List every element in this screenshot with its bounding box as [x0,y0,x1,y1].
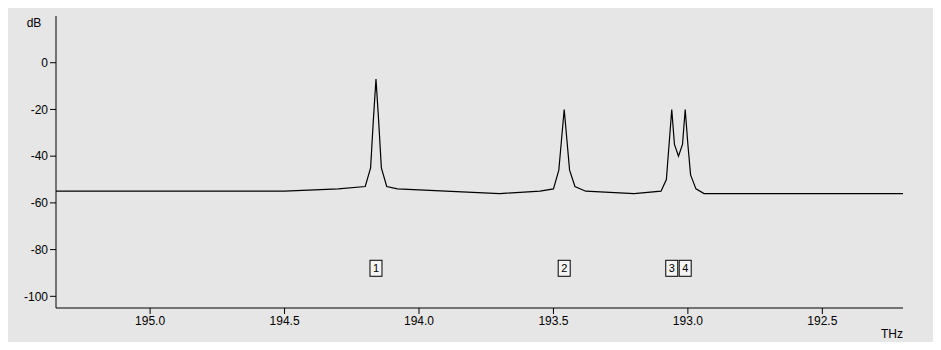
svg-text:2: 2 [561,262,567,274]
svg-text:-40: -40 [31,149,49,163]
svg-text:194.0: 194.0 [404,314,434,328]
svg-text:-100: -100 [24,290,48,304]
svg-text:0: 0 [41,56,48,70]
svg-text:-80: -80 [31,243,49,257]
svg-text:-20: -20 [31,103,49,117]
svg-text:4: 4 [682,262,688,274]
svg-text:193.5: 193.5 [538,314,568,328]
svg-text:194.5: 194.5 [270,314,300,328]
svg-text:192.5: 192.5 [807,314,837,328]
svg-text:-60: -60 [31,196,49,210]
svg-text:193.0: 193.0 [673,314,703,328]
svg-text:3: 3 [669,262,675,274]
svg-text:195.0: 195.0 [135,314,165,328]
svg-text:1: 1 [373,262,379,274]
svg-text:THz: THz [881,327,903,341]
svg-text:dB: dB [27,16,42,30]
